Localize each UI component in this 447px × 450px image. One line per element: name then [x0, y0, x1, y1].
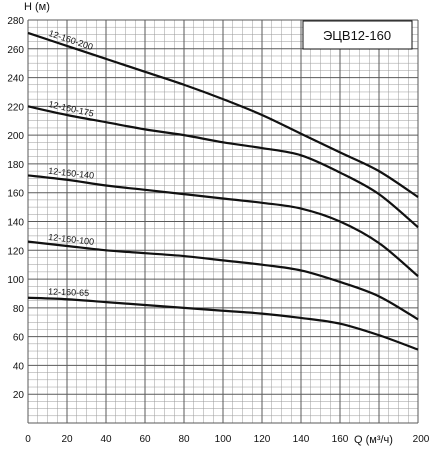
y-tick-label: 20	[13, 390, 25, 401]
y-axis-tick-labels: 20 40 60 80 100 120 140 160 180 200 220 240 260 280	[7, 16, 24, 401]
x-axis-title-backdrop	[352, 433, 404, 446]
y-tick-label: 280	[7, 16, 24, 27]
x-tick-label: 160	[332, 434, 349, 445]
curve-12-160-100	[27, 240, 419, 321]
curve-label-12-160-65: 12-160-65	[48, 287, 89, 299]
curve-12-160-200	[27, 31, 419, 198]
x-tick-label: 60	[139, 434, 151, 445]
curve-12-160-175	[27, 105, 419, 229]
y-tick-label: 120	[7, 246, 24, 257]
y-tick-label: 220	[7, 102, 24, 113]
x-tick-label: 200	[413, 434, 430, 445]
curve-12-160-65	[27, 296, 419, 351]
y-tick-label: 260	[7, 45, 24, 56]
y-tick-label: 200	[7, 131, 24, 142]
x-tick-label: 120	[254, 434, 271, 445]
y-tick-label: 240	[7, 74, 24, 85]
y-tick-label: 100	[7, 275, 24, 286]
chart-title: ЭЦВ12-160	[323, 28, 391, 43]
performance-curves: 12-160-20012-160-17512-160-14012-160-100…	[27, 28, 419, 351]
y-tick-label: 80	[13, 304, 25, 315]
y-tick-label: 160	[7, 189, 24, 200]
y-tick-label: 40	[13, 361, 25, 372]
x-tick-label: 20	[61, 434, 73, 445]
x-axis-title-group: Q (м³/ч)	[352, 433, 404, 446]
major-grid	[27, 19, 419, 424]
x-tick-label: 140	[293, 434, 310, 445]
x-tick-label: 100	[215, 434, 232, 445]
x-axis-title: Q (м³/ч)	[354, 434, 393, 446]
x-tick-label: 40	[100, 434, 112, 445]
x-tick-label: 80	[178, 434, 190, 445]
y-tick-label: 60	[13, 333, 25, 344]
y-tick-label: 140	[7, 218, 24, 229]
chart-title-box: ЭЦВ12-160	[302, 20, 413, 50]
x-tick-label: 0	[25, 434, 31, 445]
curve-12-160-140	[27, 174, 419, 278]
title-box-frame	[302, 20, 413, 50]
y-tick-label: 180	[7, 160, 24, 171]
y-axis-title: H (м)	[24, 1, 50, 13]
